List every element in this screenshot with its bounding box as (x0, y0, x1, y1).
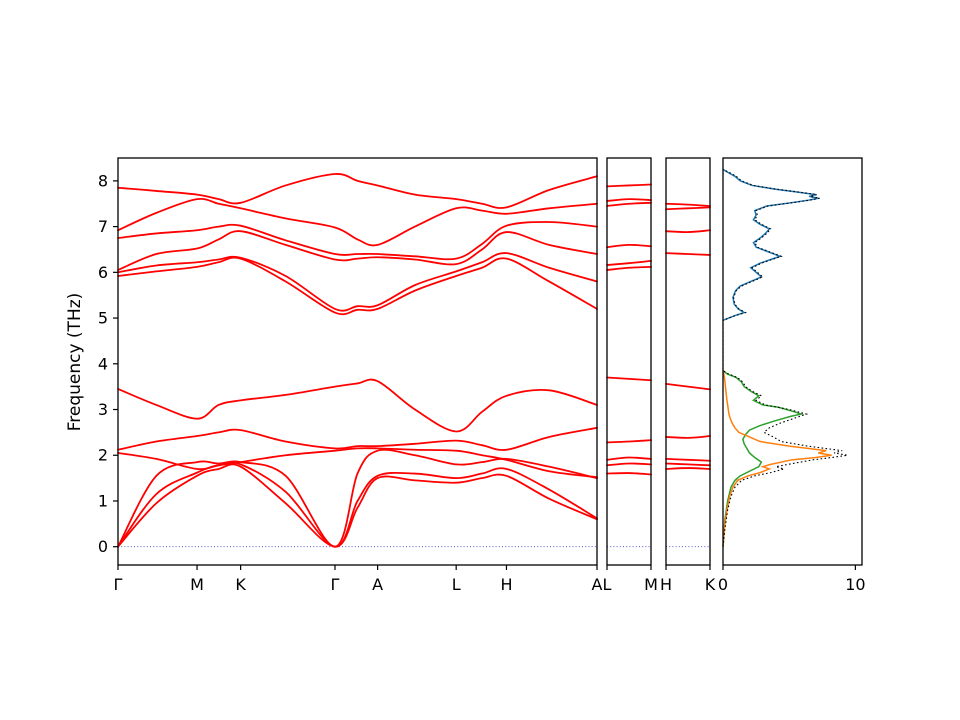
phonon-band (117, 463, 598, 548)
phonon-band (606, 376, 652, 382)
phonon-band (117, 448, 598, 548)
x-tick-label: M (190, 575, 204, 594)
y-tick-label: 3 (98, 400, 108, 419)
phonon-band (606, 259, 652, 266)
phonon-band (665, 229, 711, 233)
x-tick-label: Γ (331, 575, 340, 594)
axes-frame (665, 157, 711, 566)
phonon-band (606, 265, 652, 271)
phonon-band (117, 426, 598, 451)
x-tick-label: K (235, 575, 246, 594)
dos-curve-partial-1 (722, 168, 819, 322)
phonon-band (665, 206, 711, 211)
x-tick-label: A (372, 575, 383, 594)
y-tick-label: 5 (98, 309, 108, 328)
x-tick-label: K (705, 575, 716, 594)
y-tick-label: 2 (98, 446, 108, 465)
phonon-band (665, 435, 711, 439)
x-tick-label: H (500, 575, 512, 594)
phonon-band (665, 252, 711, 256)
phonon-band (606, 456, 652, 461)
x-tick-label: L (452, 575, 461, 594)
phonon-band (117, 461, 598, 548)
x-tick-label: Γ (114, 575, 123, 594)
phonon-band (117, 221, 598, 261)
phonon-band (665, 383, 711, 391)
x-tick-label: A (592, 575, 603, 594)
phonon-band (606, 201, 652, 207)
phonon-band (606, 243, 652, 249)
phonon-band (117, 378, 598, 433)
axes-frame (117, 157, 598, 566)
phonon-band (665, 202, 711, 207)
dos-curve-partial-3 (722, 370, 832, 547)
y-tick-label: 4 (98, 354, 108, 373)
x-tick-label: H (660, 575, 672, 594)
dos-curve-total (722, 168, 848, 547)
y-axis-label: Frequency (THz) (65, 293, 85, 432)
phonon-band (606, 472, 652, 476)
phonon-band (606, 198, 652, 202)
x-tick-label: 10 (845, 575, 865, 594)
band-panel-main: Γ M K Γ A L H A 0 1 2 3 4 5 6 7 8 (98, 157, 603, 594)
x-tick-label: 0 (718, 575, 728, 594)
phonon-band (117, 256, 598, 316)
dos-panel: 0 10 (718, 157, 866, 594)
phonon-band (606, 183, 652, 188)
phonon-band (117, 252, 598, 312)
phonon-band (117, 197, 598, 247)
phonon-band (665, 467, 711, 470)
phonon-band (665, 458, 711, 462)
y-tick-label: 8 (98, 171, 108, 190)
y-tick-label: 6 (98, 263, 108, 282)
x-tick-label: M (644, 575, 658, 594)
y-tick-label: 0 (98, 537, 108, 556)
y-tick-label: 1 (98, 491, 108, 510)
axes-frame (606, 157, 652, 566)
axes-frame (722, 157, 863, 566)
phonon-band (606, 439, 652, 444)
phonon-band (606, 462, 652, 467)
phonon-band (117, 230, 598, 271)
phonon-band (665, 462, 711, 467)
y-tick-label: 7 (98, 217, 108, 236)
x-tick-label: L (603, 575, 612, 594)
phonon-band (117, 447, 598, 479)
dos-curve-partial-2 (722, 370, 804, 547)
phonon-band (117, 173, 598, 209)
